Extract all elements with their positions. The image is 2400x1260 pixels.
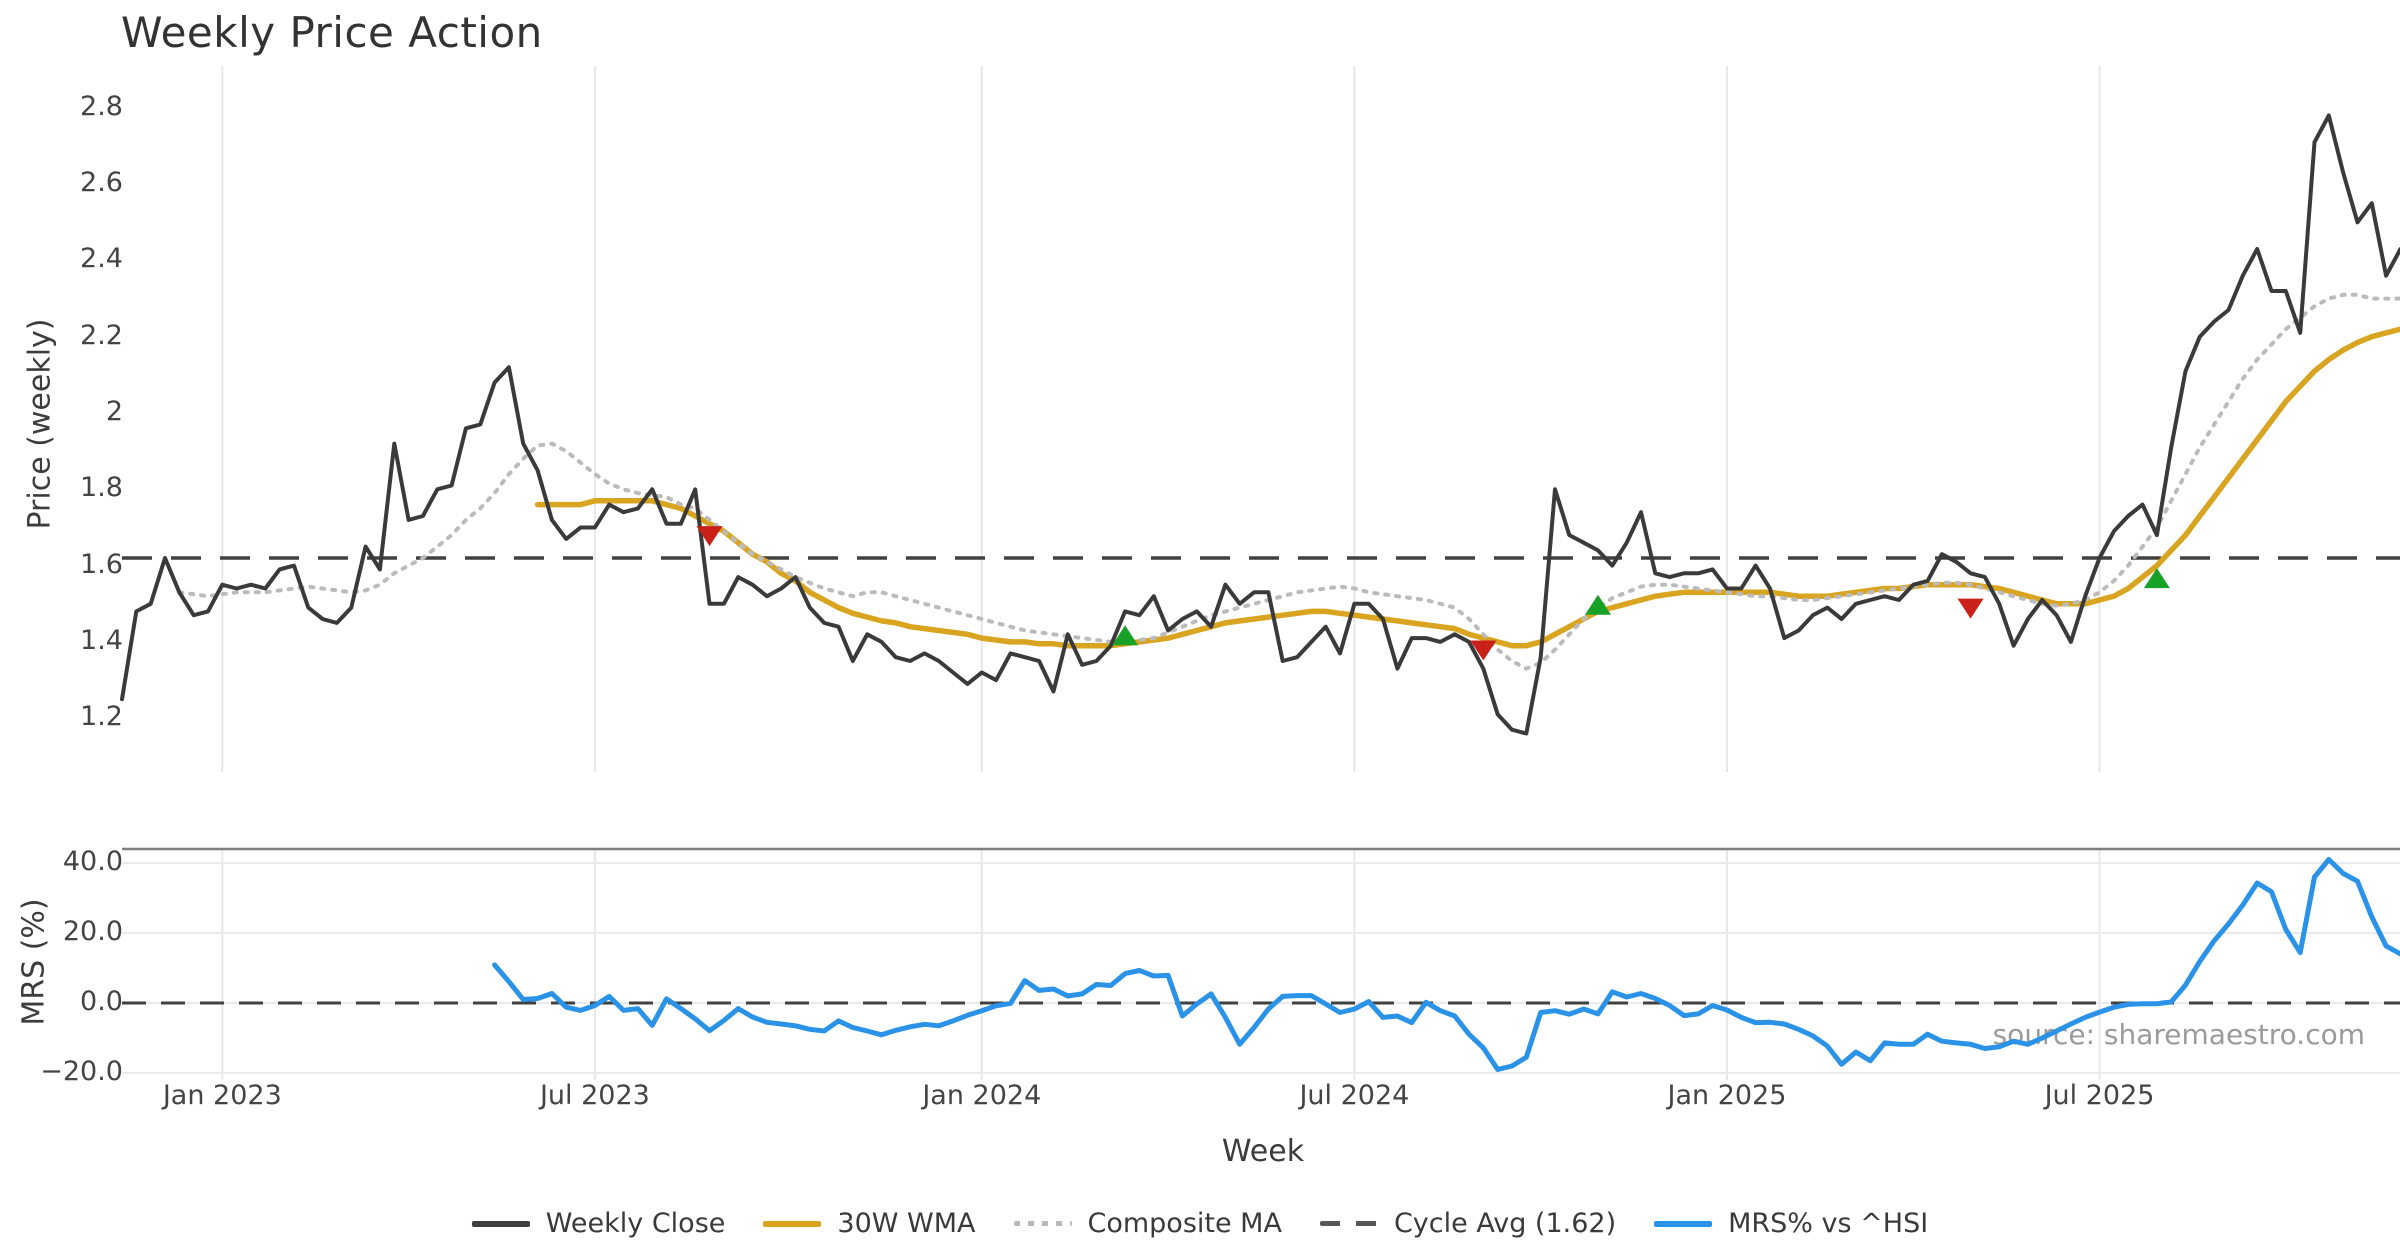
legend: Weekly Close 30W WMA Composite MA Cycle … (0, 1208, 2400, 1239)
chart-title: Weekly Price Action (121, 8, 543, 57)
sell-marker-icon (696, 526, 723, 547)
legend-label: Cycle Avg (1.62) (1393, 1208, 1617, 1239)
buy-marker-icon (1584, 594, 1611, 615)
mrs-line-swatch-icon (1654, 1220, 1713, 1227)
cycle-avg-line-swatch-icon (1319, 1221, 1378, 1226)
legend-item-30w-wma: 30W WMA (763, 1208, 976, 1239)
composite-ma-line (177, 292, 2400, 671)
weekly-close-line (120, 113, 2400, 736)
legend-item-mrs: MRS% vs ^HSI (1654, 1208, 1928, 1239)
buy-marker-icon (1112, 625, 1139, 646)
mrs-line (492, 857, 2400, 1072)
legend-item-weekly-close: Weekly Close (471, 1208, 726, 1239)
sell-marker-icon (1470, 640, 1497, 661)
wma-line (534, 326, 2400, 649)
legend-item-composite-ma: Composite MA (1013, 1208, 1282, 1239)
legend-item-cycle-avg: Cycle Avg (1.62) (1319, 1208, 1617, 1239)
legend-label: Weekly Close (545, 1208, 726, 1239)
composite-ma-line-swatch-icon (1013, 1221, 1072, 1226)
legend-label: Composite MA (1087, 1208, 1282, 1239)
legend-label: MRS% vs ^HSI (1728, 1208, 1929, 1239)
sell-marker-icon (1957, 598, 1984, 619)
weekly-close-line-swatch-icon (471, 1220, 530, 1227)
wma-line-swatch-icon (763, 1220, 822, 1227)
legend-label: 30W WMA (837, 1208, 976, 1239)
buy-marker-icon (2143, 568, 2170, 589)
